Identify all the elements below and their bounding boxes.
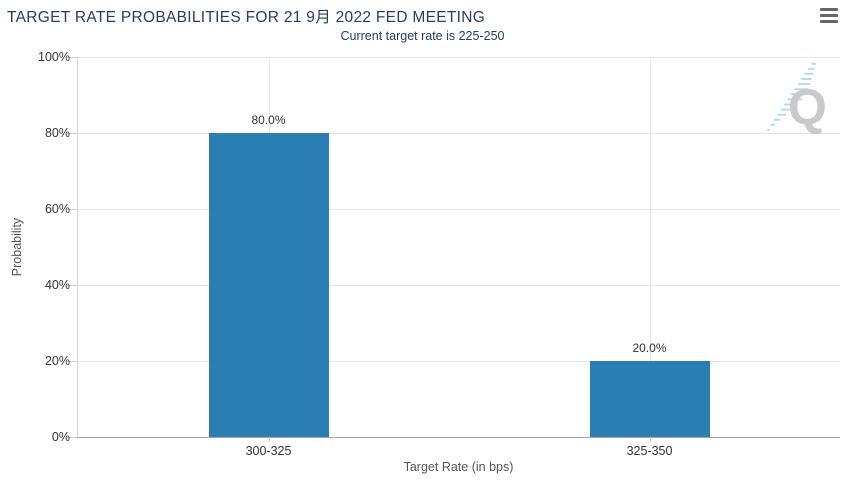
y-axis-tick-label: 80% bbox=[44, 126, 70, 140]
y-axis-tick-label: 20% bbox=[44, 354, 70, 368]
category-slot: 80.0% 300-325 bbox=[78, 57, 459, 458]
chart-title: TARGET RATE PROBABILITIES FOR 21 9月 2022… bbox=[7, 9, 486, 26]
y-axis-tick bbox=[67, 361, 77, 362]
y-axis-tick bbox=[67, 209, 77, 210]
horizontal-gridline bbox=[78, 57, 840, 58]
horizontal-gridline bbox=[78, 133, 840, 134]
category-slot: 20.0% 325-350 bbox=[459, 57, 840, 458]
x-axis-category-label: 300-325 bbox=[245, 444, 292, 458]
menu-bar bbox=[820, 14, 838, 17]
horizontal-gridline bbox=[78, 285, 840, 286]
y-axis-title: Probability bbox=[10, 217, 24, 277]
vertical-gridline bbox=[649, 57, 651, 437]
horizontal-gridline bbox=[78, 209, 840, 210]
y-axis-tick bbox=[67, 437, 77, 438]
bar-value-label: 20.0% bbox=[632, 341, 667, 355]
y-axis-tick bbox=[67, 285, 77, 286]
bar-325-350[interactable] bbox=[589, 361, 710, 437]
y-axis-tick-label: 60% bbox=[44, 202, 70, 216]
x-axis-tick bbox=[268, 437, 270, 442]
bar-value-label: 80.0% bbox=[251, 113, 286, 127]
x-axis-category-label: 325-350 bbox=[626, 444, 673, 458]
x-axis-title: Target Rate (in bps) bbox=[403, 460, 514, 474]
x-axis-line bbox=[77, 437, 840, 438]
menu-bar bbox=[820, 8, 838, 11]
bar-300-325[interactable] bbox=[208, 133, 329, 437]
menu-bar bbox=[820, 20, 838, 23]
chart-subtitle: Current target rate is 225-250 bbox=[340, 29, 505, 43]
y-axis-tick-label: 100% bbox=[38, 50, 70, 64]
y-axis-tick-label: 0% bbox=[51, 430, 70, 444]
x-axis-tick bbox=[649, 437, 651, 442]
hamburger-menu-icon[interactable] bbox=[820, 8, 838, 23]
plot-area: 0% 20% 40% 60% 80% 100% 80.0% 300-325 20.0% 325-3… bbox=[38, 50, 840, 458]
horizontal-gridline bbox=[78, 361, 840, 362]
y-axis-tick bbox=[67, 133, 77, 134]
y-axis-tick bbox=[67, 57, 77, 58]
y-axis-tick-label: 40% bbox=[44, 278, 70, 292]
